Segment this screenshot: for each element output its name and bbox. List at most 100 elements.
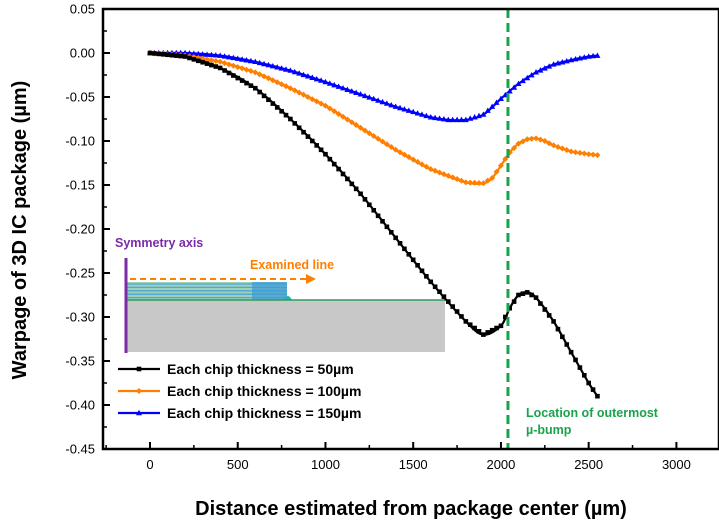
data-point (519, 138, 526, 145)
data-point (200, 59, 205, 65)
symmetry-axis-label: Symmetry axis (115, 236, 203, 250)
data-point (467, 179, 474, 186)
data-point (397, 149, 404, 156)
data-point (419, 268, 425, 274)
data-point (209, 62, 214, 68)
data-point (463, 319, 469, 324)
data-point (524, 74, 531, 81)
data-point (563, 57, 570, 64)
data-point (494, 325, 499, 331)
data-point (190, 50, 197, 56)
data-point (217, 52, 224, 58)
data-point (225, 61, 232, 68)
examined-line-arrowhead (306, 274, 316, 284)
data-point (323, 151, 328, 157)
data-point (454, 176, 461, 183)
data-point (322, 78, 329, 85)
data-point (432, 167, 439, 174)
data-point (178, 53, 184, 59)
data-point (279, 109, 284, 114)
series-layer (147, 49, 601, 399)
data-point (529, 292, 534, 298)
data-point (252, 69, 259, 76)
data-point (560, 334, 565, 340)
y-tick-label: -0.20 (65, 222, 95, 237)
data-point (225, 53, 232, 60)
data-point (296, 70, 303, 76)
data-point (537, 67, 544, 73)
data-point (288, 116, 293, 122)
data-point (244, 80, 249, 86)
data-point (379, 98, 386, 105)
data-point (546, 313, 552, 318)
data-point (310, 138, 315, 144)
data-point (318, 100, 325, 107)
data-point (511, 84, 518, 90)
data-point (300, 91, 307, 98)
legend-marker (136, 409, 142, 416)
data-point (278, 65, 285, 71)
data-point (243, 66, 250, 73)
data-point (226, 70, 232, 76)
data-point (489, 327, 495, 333)
data-point (520, 291, 526, 296)
data-point (568, 349, 574, 355)
data-point (270, 101, 276, 106)
data-point (423, 163, 430, 170)
data-point (361, 127, 368, 134)
data-point (313, 98, 320, 105)
inset-bump (283, 296, 292, 300)
data-point (213, 64, 219, 69)
data-point (195, 58, 201, 64)
data-point (515, 80, 522, 86)
data-point (217, 58, 224, 65)
legend-item: Each chip thickness = 50µm (118, 361, 354, 377)
data-point (261, 93, 267, 99)
data-point (375, 213, 381, 219)
data-point (388, 101, 395, 108)
data-point (497, 162, 504, 169)
data-point (335, 83, 342, 89)
data-point (247, 68, 254, 75)
data-point (541, 65, 548, 71)
data-point (440, 171, 447, 178)
data-point (415, 263, 420, 268)
series-line (149, 51, 598, 186)
data-point (366, 94, 373, 100)
data-point (222, 68, 227, 73)
data-point (445, 116, 452, 123)
data-point (204, 56, 211, 63)
data-point (156, 51, 162, 57)
data-point (432, 114, 439, 121)
data-point (458, 177, 465, 184)
data-point (314, 143, 319, 148)
data-point (506, 88, 513, 94)
data-point (537, 136, 544, 143)
data-point (572, 149, 579, 156)
data-point (418, 111, 425, 117)
data-point (590, 151, 597, 158)
data-point (511, 299, 517, 304)
data-point (581, 54, 588, 60)
data-point (296, 89, 303, 96)
data-point (331, 108, 338, 115)
data-point (576, 55, 583, 61)
data-point (555, 326, 561, 332)
data-point (348, 88, 355, 94)
data-point (239, 78, 245, 83)
data-point (401, 151, 408, 158)
data-point (595, 393, 600, 399)
data-point (269, 63, 276, 69)
data-point (313, 75, 320, 82)
data-point (405, 107, 412, 113)
data-point (362, 197, 368, 202)
data-point (472, 325, 477, 331)
inset-bump-region (252, 282, 287, 300)
data-point (182, 54, 188, 59)
data-point (152, 51, 157, 56)
data-point (428, 279, 434, 285)
data-point (393, 235, 398, 241)
data-point (484, 177, 491, 184)
data-point (498, 323, 504, 329)
